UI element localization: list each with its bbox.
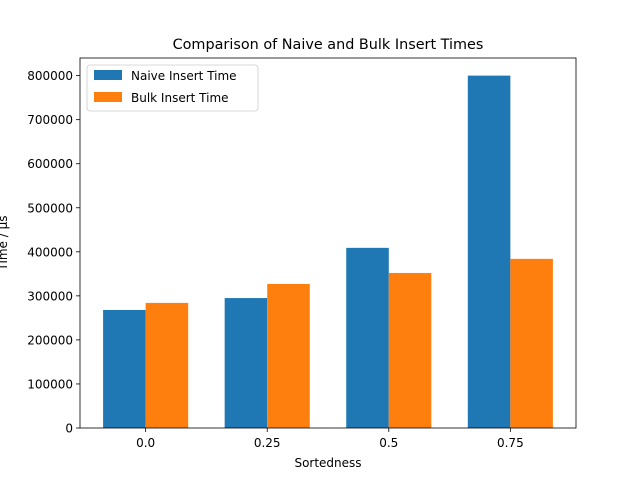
plot-area: 0 100000 200000 300000 400000 500000 600000 700… (27, 57, 577, 450)
y-axis: 0 100000 200000 300000 400000 500000 600000 700… (27, 69, 80, 436)
bar-bulk-0.25 (267, 283, 310, 428)
bars-group (103, 75, 553, 429)
bar-bulk-0.5 (388, 272, 432, 428)
legend-label-naive: Naive Insert Time (131, 69, 237, 83)
chart-title: Comparison of Naive and Bulk Insert Time… (173, 37, 484, 53)
bar-naive-0.75 (467, 75, 511, 429)
y-tick-label: 400000 (27, 245, 73, 259)
y-tick-label: 700000 (27, 113, 73, 127)
plot-frame (79, 57, 577, 429)
legend-swatch-naive (94, 70, 122, 80)
legend-label-bulk: Bulk Insert Time (131, 91, 229, 105)
x-tick-label: 0.25 (254, 436, 281, 450)
y-tick-label: 800000 (27, 69, 73, 83)
y-tick-label: 500000 (27, 201, 73, 215)
x-tick-label: 0.0 (136, 436, 155, 450)
bar-naive-0.25 (224, 298, 268, 428)
bar-naive-0.0 (103, 309, 146, 428)
bar-naive-0.5 (346, 247, 389, 428)
x-tick-label: 0.75 (497, 436, 524, 450)
y-tick-label: 0 (65, 422, 73, 436)
x-axis-label: Sortedness (294, 456, 361, 470)
y-axis-label: Time / µs (0, 216, 10, 272)
y-tick-label: 300000 (27, 289, 73, 303)
legend-swatch-bulk (94, 92, 122, 102)
legend-box (86, 64, 259, 112)
bar-bulk-0.75 (510, 258, 553, 428)
y-tick-label: 600000 (27, 157, 73, 171)
y-tick-label: 100000 (27, 377, 73, 391)
x-tick-label: 0.5 (379, 436, 398, 450)
x-axis: 0.0 0.25 0.5 0.75 (136, 428, 524, 450)
bar-bulk-0.0 (145, 302, 189, 428)
legend: Naive Insert Time Bulk Insert Time (86, 64, 259, 112)
y-tick-label: 200000 (27, 333, 73, 347)
